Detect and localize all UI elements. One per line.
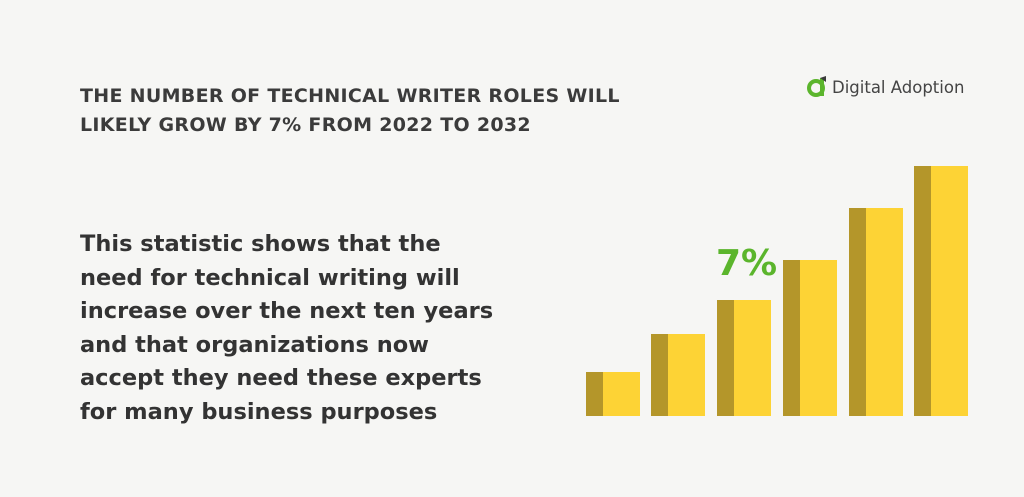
bar xyxy=(586,372,640,416)
bar xyxy=(717,300,771,416)
body-line: for many business purposes xyxy=(80,398,438,425)
body-text: This statistic shows that the need for t… xyxy=(80,228,493,429)
bar xyxy=(783,260,837,416)
logo-text: Digital Adoption xyxy=(832,77,965,97)
body-line: need for technical writing will xyxy=(80,264,460,291)
bar xyxy=(849,208,903,416)
title-line: THE NUMBER OF TECHNICAL WRITER ROLES WIL… xyxy=(80,85,620,107)
bar xyxy=(651,334,705,416)
logo: Digital Adoption xyxy=(806,76,964,98)
body-line: increase over the next ten years xyxy=(80,298,494,324)
body-line: accept they need these experts xyxy=(80,365,482,391)
title-line: LIKELY GROW BY 7% FROM 2022 TO 2032 xyxy=(80,114,531,136)
title: THE NUMBER OF TECHNICAL WRITER ROLES WIL… xyxy=(80,82,620,140)
callout: 7% xyxy=(716,243,778,284)
body-line: This statistic shows that the xyxy=(80,231,441,257)
bar xyxy=(914,166,968,416)
logo-icon xyxy=(807,76,826,97)
body-line: and that organizations now xyxy=(80,331,429,358)
